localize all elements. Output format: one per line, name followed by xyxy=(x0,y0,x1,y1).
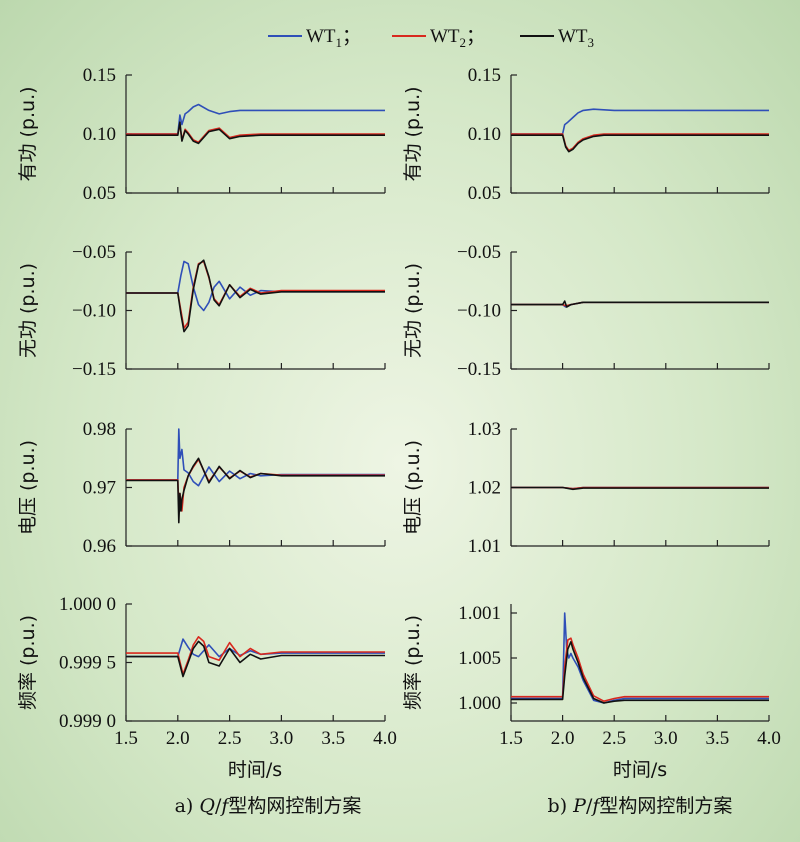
x-tick-label: 4.0 xyxy=(373,728,397,749)
y-tick-label: −0.15 xyxy=(457,359,501,380)
y-tick-label: 1.02 xyxy=(468,478,501,499)
panel-a-voltage: 0.98 0.97 0.96 电压 (p.u.) xyxy=(17,419,386,557)
y-tick-label: 0.15 xyxy=(83,65,116,86)
x-tick-label: 3.5 xyxy=(706,728,730,749)
y-tick-label: 1.001 xyxy=(458,603,501,624)
series-WT1 xyxy=(511,108,769,135)
series-WT1 xyxy=(511,612,769,704)
legend-label-2: WT2； xyxy=(430,26,485,50)
y-tick-label: 0.999 5 xyxy=(59,653,116,674)
y-tick-label: −0.10 xyxy=(72,301,116,322)
panel-b-reactive: −0.05 −0.10 −0.15 无功 (p.u.) xyxy=(402,242,770,380)
series-WT3 xyxy=(126,121,385,145)
series-WT2 xyxy=(126,458,385,512)
y-tick-label: 0.10 xyxy=(468,124,501,145)
y-tick-label: 0.98 xyxy=(83,419,116,440)
y-tick-label: 0.10 xyxy=(83,124,116,145)
y-tick-label: −0.15 xyxy=(72,359,116,380)
y-tick-label: −0.10 xyxy=(457,301,501,322)
series-WT3 xyxy=(126,259,385,333)
y-tick-label: 1.000 xyxy=(458,693,501,714)
x-tick-label: 2.5 xyxy=(602,728,626,749)
series-WT2 xyxy=(126,260,385,329)
x-tick-label: 2.0 xyxy=(166,728,190,749)
x-tick-label: 3.0 xyxy=(270,728,294,749)
series-WT2 xyxy=(126,635,385,676)
y-tick-label: −0.05 xyxy=(457,242,501,263)
caption-b: b) P/f型构网控制方案 xyxy=(548,795,733,817)
panel-a-active: 0.15 0.10 0.05 有功 (p.u.) xyxy=(17,65,386,204)
y-tick-label: 1.03 xyxy=(468,419,501,440)
legend-label-3: WT3 xyxy=(558,26,594,50)
xlabel-left: 时间/s xyxy=(228,759,282,781)
y-tick-label: 0.97 xyxy=(83,478,116,499)
panels: 0.15 0.10 0.05 有功 (p.u.) 0.15 0.10 0.05 有功 (p.u… xyxy=(17,65,781,749)
series-WT1 xyxy=(126,260,385,312)
panel-b-voltage: 1.03 1.02 1.01 电压 (p.u.) xyxy=(402,419,770,557)
legend: WT1； WT2； WT3 xyxy=(268,26,594,50)
series-WT3 xyxy=(511,486,769,491)
series-WT1 xyxy=(126,103,385,135)
y-axis-label: 有功 (p.u.) xyxy=(402,86,424,181)
panel-a-frequency: 1.000 0 0.999 5 0.999 01.5 2.0 2.5 3.0 3.5 4.0 频… xyxy=(17,594,397,749)
y-tick-label: 0.96 xyxy=(83,536,116,557)
x-tick-label: 2.0 xyxy=(551,728,575,749)
series-WT3 xyxy=(126,640,385,678)
series-WT3 xyxy=(511,640,769,704)
y-tick-label: 0.999 0 xyxy=(59,711,116,732)
y-tick-label: 1.005 xyxy=(458,648,501,669)
x-tick-label: 1.5 xyxy=(499,728,523,749)
series-WT3 xyxy=(511,300,769,308)
y-tick-label: 0.05 xyxy=(83,183,116,204)
x-tick-label: 3.5 xyxy=(321,728,345,749)
panel-a-reactive: −0.05 −0.10 −0.15 无功 (p.u.) xyxy=(17,242,386,380)
x-tick-label: 1.5 xyxy=(114,728,138,749)
y-tick-label: 1.01 xyxy=(468,536,501,557)
y-tick-label: 0.15 xyxy=(468,65,501,86)
series-WT3 xyxy=(511,134,769,153)
caption-a: a) Q/f型构网控制方案 xyxy=(175,795,362,817)
legend-label-1: WT1； xyxy=(306,26,361,50)
series-WT2 xyxy=(126,123,385,144)
series-WT2 xyxy=(511,637,769,703)
x-tick-label: 3.0 xyxy=(654,728,678,749)
series-WT1 xyxy=(126,638,385,658)
y-axis-label: 无功 (p.u.) xyxy=(402,263,424,358)
series-WT2 xyxy=(511,133,769,152)
y-axis-label: 频率 (p.u.) xyxy=(402,615,424,710)
series-WT3 xyxy=(126,457,385,524)
y-axis-label: 电压 (p.u.) xyxy=(402,440,424,535)
y-axis-label: 无功 (p.u.) xyxy=(17,263,39,358)
panel-b-active: 0.15 0.10 0.05 有功 (p.u.) xyxy=(402,65,770,204)
xlabel-right: 时间/s xyxy=(613,759,667,781)
series-WT1 xyxy=(126,428,385,487)
y-axis-label: 电压 (p.u.) xyxy=(17,440,39,535)
y-axis-label: 有功 (p.u.) xyxy=(17,86,39,181)
y-axis-label: 频率 (p.u.) xyxy=(17,615,39,710)
x-tick-label: 4.0 xyxy=(757,728,781,749)
y-tick-label: −0.05 xyxy=(72,242,116,263)
panel-b-frequency: 1.001 1.005 1.000 1.5 2.0 2.5 3.0 3.5 4.0 频率 (p.u… xyxy=(402,603,781,749)
y-tick-label: 1.000 0 xyxy=(59,594,116,615)
x-tick-label: 2.5 xyxy=(218,728,242,749)
y-tick-label: 0.05 xyxy=(468,183,501,204)
